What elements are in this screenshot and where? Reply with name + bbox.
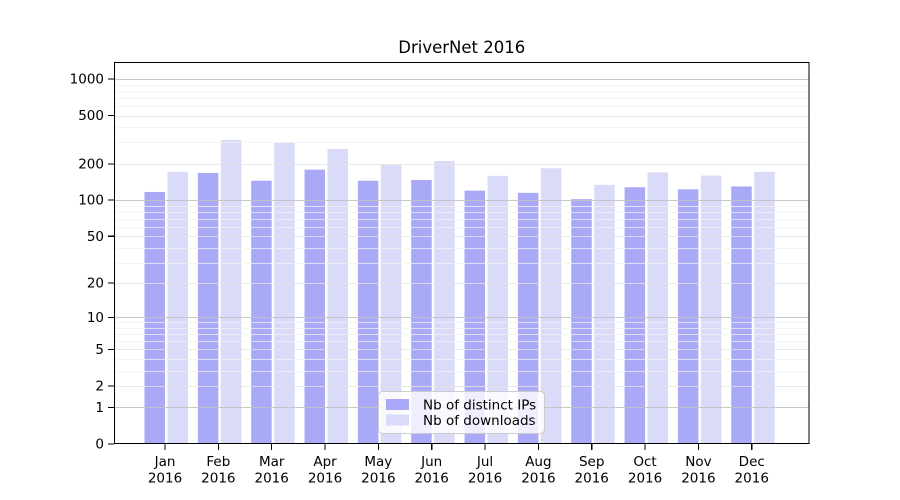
downloads-bar-may-2016 bbox=[380, 164, 402, 444]
y-tick-label-2: 2 bbox=[95, 378, 104, 394]
y-tick-label-10: 10 bbox=[87, 310, 104, 326]
downloads-bar-apr-2016 bbox=[327, 149, 349, 445]
gridlines-group bbox=[114, 79, 810, 408]
x-tick-label-aug-2016: Aug 2016 bbox=[521, 454, 555, 487]
ips-bar-feb-2016 bbox=[197, 172, 219, 444]
y-tick-label-500: 500 bbox=[78, 108, 104, 124]
x-tick-label-sep-2016: Sep 2016 bbox=[575, 454, 609, 487]
x-tick-label-dec-2016: Dec 2016 bbox=[735, 454, 769, 487]
x-tick-label-feb-2016: Feb 2016 bbox=[201, 454, 235, 487]
y-tick-label-1000: 1000 bbox=[70, 72, 104, 88]
downloads-bar-feb-2016 bbox=[220, 139, 242, 445]
y-tick-label-0: 0 bbox=[95, 437, 104, 453]
x-tick-label-jul-2016: Jul 2016 bbox=[468, 454, 502, 487]
ips-bar-apr-2016 bbox=[304, 169, 326, 445]
x-tick-label-nov-2016: Nov 2016 bbox=[681, 454, 715, 487]
legend-box bbox=[378, 391, 545, 434]
y-tick-label-5: 5 bbox=[95, 342, 104, 358]
x-tick-label-mar-2016: Mar 2016 bbox=[255, 454, 289, 487]
chart-title: DriverNet 2016 bbox=[398, 38, 525, 57]
y-tick-label-50: 50 bbox=[87, 229, 104, 245]
x-axis: Jan 2016 Feb 2016 Mar 2016 Apr 2016 May 2016 Jun 20… bbox=[148, 444, 769, 487]
downloads-bar-jan-2016 bbox=[167, 171, 188, 445]
y-axis: 0 1 2 5 10 20 50 100 200 500 1000 bbox=[70, 72, 114, 453]
x-tick-label-oct-2016: Oct 2016 bbox=[628, 454, 662, 487]
downloads-bar-aug-2016 bbox=[540, 168, 562, 445]
ips-bar-oct-2016 bbox=[624, 187, 646, 445]
ips-bar-sep-2016 bbox=[571, 199, 592, 444]
y-tick-label-20: 20 bbox=[87, 276, 104, 292]
ips-bar-mar-2016 bbox=[251, 180, 272, 444]
legend-swatch-downloads bbox=[386, 414, 409, 426]
ips-bar-jun-2016 bbox=[411, 179, 432, 444]
ips-bar-may-2016 bbox=[357, 180, 379, 444]
ips-bar-nov-2016 bbox=[677, 189, 699, 444]
x-tick-label-apr-2016: Apr 2016 bbox=[308, 454, 342, 487]
y-tick-label-200: 200 bbox=[78, 156, 104, 172]
downloads-bar-jul-2016 bbox=[487, 175, 509, 444]
x-tick-label-jan-2016: Jan 2016 bbox=[148, 454, 182, 487]
x-tick-label-may-2016: May 2016 bbox=[361, 454, 395, 487]
y-tick-label-100: 100 bbox=[78, 193, 104, 209]
downloads-bar-mar-2016 bbox=[274, 142, 295, 444]
x-tick-label-jun-2016: Jun 2016 bbox=[415, 454, 449, 487]
bars-group bbox=[144, 139, 775, 445]
y-tick-label-1: 1 bbox=[95, 400, 104, 416]
downloads-bar-dec-2016 bbox=[754, 171, 775, 445]
downloads-bar-oct-2016 bbox=[647, 172, 669, 445]
ips-bar-aug-2016 bbox=[517, 192, 539, 444]
plot-frame bbox=[113, 61, 810, 445]
downloads-bar-nov-2016 bbox=[700, 175, 722, 444]
ips-bar-dec-2016 bbox=[731, 186, 752, 445]
downloads-bar-jun-2016 bbox=[434, 161, 455, 444]
downloads-bar-sep-2016 bbox=[594, 184, 615, 444]
legend-swatch-ips bbox=[386, 399, 409, 410]
legend-label-ips: Nb of distinct IPs bbox=[423, 398, 536, 414]
legend-label-downloads: Nb of downloads bbox=[423, 413, 536, 429]
